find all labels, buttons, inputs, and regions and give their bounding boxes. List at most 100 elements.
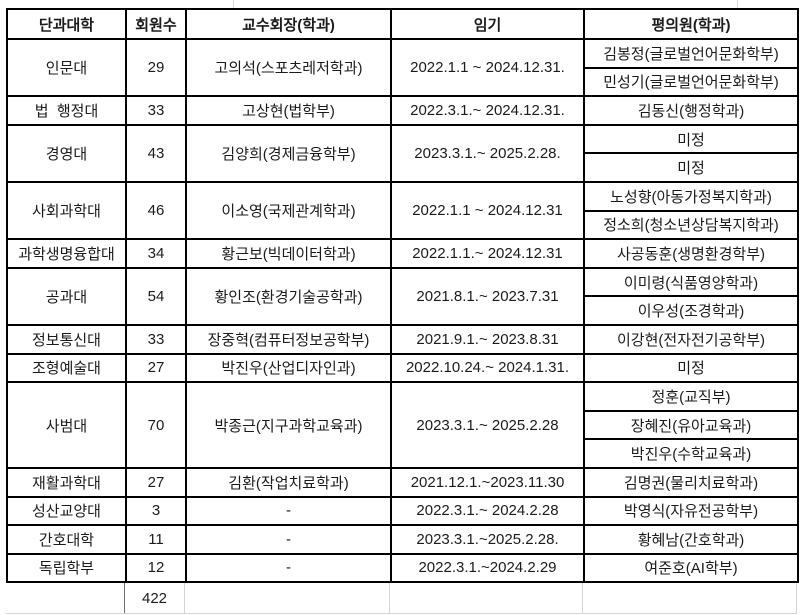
total-cell-council <box>583 583 797 614</box>
cell-members: 54 <box>125 266 187 326</box>
cell-chair: 이소영(국제관계학과) <box>185 180 392 241</box>
total-row: 422 <box>6 583 797 615</box>
cell-chair: - <box>185 524 392 555</box>
cell-members: 27 <box>125 466 187 498</box>
col-header-council: 평의원(학과) <box>583 8 799 40</box>
faculty-council-table: 단과대학 회원수 교수회장(학과) 임기 평의원(학과) 인문대 29 고의석(… <box>6 8 799 584</box>
cell-members: 70 <box>125 381 187 469</box>
table-row: 법 행정대 33 고상현(법학부) 2022.3.1.~ 2024.12.31.… <box>6 95 799 126</box>
table-row: 조형예술대 27 박진우(산업디자인과) 2022.10.24.~ 2024.1… <box>6 352 799 384</box>
cell-members: 33 <box>125 95 187 126</box>
cell-chair: 박종근(지구과학교육과) <box>185 381 392 469</box>
cell-college: 법 행정대 <box>6 95 127 126</box>
cell-council: 사공동훈(생명환경학부) <box>583 238 799 269</box>
cell-term: 2022.1.1.~ 2024.12.31 <box>390 238 585 269</box>
cell-chair: 황근보(빅데이터학과) <box>185 238 392 269</box>
cell-college: 경영대 <box>6 123 127 183</box>
cell-chair: 장중혁(컴퓨터정보공학부) <box>185 323 392 355</box>
cell-members: 43 <box>125 123 187 183</box>
cell-college: 재활과학대 <box>6 466 127 498</box>
table-row: 경영대 43 김양희(경제금융학부) 2023.3.1.~ 2025.2.28.… <box>6 123 799 183</box>
cell-chair: 고의석(스포츠레저학과) <box>185 37 392 98</box>
cell-chair: 김양희(경제금융학부) <box>185 123 392 183</box>
cell-college: 공과대 <box>6 266 127 326</box>
cell-members: 27 <box>125 352 187 384</box>
cell-council: 이강현(전자전기공학부) <box>583 323 799 355</box>
cell-chair: - <box>185 495 392 527</box>
header-row: 단과대학 회원수 교수회장(학과) 임기 평의원(학과) <box>6 8 799 40</box>
cell-council: 김봉정(글로벌언어문화학부) <box>583 38 799 69</box>
sheet-gridline-stub <box>233 0 234 8</box>
cell-members: 3 <box>125 495 187 527</box>
table-row: 사범대 70 박종근(지구과학교육과) 2023.3.1.~ 2025.2.28… <box>6 381 799 469</box>
faculty-council-table-container: 단과대학 회원수 교수회장(학과) 임기 평의원(학과) 인문대 29 고의석(… <box>6 8 799 615</box>
table-row: 과학생명융합대 34 황근보(빅데이터학과) 2022.1.1.~ 2024.1… <box>6 238 799 269</box>
cell-term: 2023.3.1.~ 2025.2.28 <box>390 381 585 469</box>
table-row: 정소희(청소년상담복지학과) <box>7 209 799 241</box>
cell-members: 12 <box>125 552 187 584</box>
cell-term: 2021.9.1.~ 2023.8.31 <box>390 323 585 355</box>
cell-council: 황혜남(간호학과) <box>583 524 799 555</box>
cell-term: 2022.3.1.~ 2024.12.31. <box>390 95 585 126</box>
cell-chair: 황인조(환경기술공학과) <box>185 266 392 326</box>
cell-chair: 고상현(법학부) <box>185 95 392 126</box>
table-row: 독립학부 12 - 2022.3.1.~2024.2.29 여준호(AI학부) <box>6 552 799 584</box>
cell-college: 간호대학 <box>6 524 127 555</box>
cell-chair: 김환(작업치료학과) <box>185 466 392 498</box>
cell-term: 2023.3.1.~ 2025.2.28. <box>390 123 585 183</box>
cell-council: 장혜진(유아교육과) <box>583 409 799 441</box>
cell-council: 김동신(행정학과) <box>583 95 799 126</box>
cell-council: 김명권(물리치료학과) <box>583 466 799 498</box>
cell-council: 정훈(교직부) <box>583 381 799 412</box>
cell-term: 2022.1.1 ~ 2024.12.31. <box>390 37 585 98</box>
table-row: 민성기(글로벌언어문화학부) <box>7 66 799 98</box>
cell-college: 과학생명융합대 <box>6 238 127 269</box>
table-row: 박진우(수학교육과) <box>7 438 799 469</box>
cell-council: 여준호(AI학부) <box>583 552 799 584</box>
cell-members: 46 <box>125 180 187 241</box>
cell-council: 박진우(수학교육과) <box>583 438 799 469</box>
col-header-college: 단과대학 <box>6 8 127 40</box>
table-header: 단과대학 회원수 교수회장(학과) 임기 평의원(학과) <box>6 8 799 40</box>
cell-council: 노성향(아동가정복지학과) <box>583 180 799 212</box>
table-row: 사회과학대 46 이소영(국제관계학과) 2022.1.1 ~ 2024.12.… <box>6 180 799 241</box>
cell-term: 2022.3.1.~2024.2.29 <box>390 552 585 584</box>
table-row: 미정 <box>7 152 799 183</box>
col-header-chair: 교수회장(학과) <box>185 8 392 40</box>
cell-council: 미정 <box>583 352 799 384</box>
total-cell-term <box>390 583 583 614</box>
table-row: 장혜진(유아교육과) <box>7 409 799 441</box>
cell-term: 2021.8.1.~ 2023.7.31 <box>390 266 585 326</box>
cell-term: 2023.3.1.~2025.2.28. <box>390 524 585 555</box>
table-row: 재활과학대 27 김환(작업치료학과) 2021.12.1.~2023.11.3… <box>6 466 799 498</box>
cell-council: 미정 <box>583 123 799 155</box>
cell-members: 33 <box>125 323 187 355</box>
cell-term: 2022.3.1.~ 2024.2.28 <box>390 495 585 527</box>
cell-council: 민성기(글로벌언어문화학부) <box>583 66 799 98</box>
cell-members: 29 <box>125 37 187 98</box>
table-row: 간호대학 11 - 2023.3.1.~2025.2.28. 황혜남(간호학과) <box>6 524 799 555</box>
cell-council: 박영식(자유전공학부) <box>583 495 799 527</box>
cell-council: 이우성(조경학과) <box>583 295 799 326</box>
cell-college: 인문대 <box>6 37 127 98</box>
cell-college: 조형예술대 <box>6 352 127 384</box>
cell-college: 독립학부 <box>6 552 127 584</box>
cell-council: 미정 <box>583 152 799 183</box>
cell-council: 이미령(식품영양학과) <box>583 266 799 298</box>
total-cell-college <box>6 583 125 614</box>
cell-college: 사회과학대 <box>6 180 127 241</box>
table-row: 이우성(조경학과) <box>7 295 799 326</box>
cell-term: 2022.10.24.~ 2024.1.31. <box>390 352 585 384</box>
cell-chair: 박진우(산업디자인과) <box>185 352 392 384</box>
cell-term: 2021.12.1.~2023.11.30 <box>390 466 585 498</box>
cell-chair: - <box>185 552 392 584</box>
cell-members: 34 <box>125 238 187 269</box>
table-row: 성산교양대 3 - 2022.3.1.~ 2024.2.28 박영식(자유전공학… <box>6 495 799 527</box>
col-header-term: 임기 <box>390 8 585 40</box>
cell-members: 11 <box>125 524 187 555</box>
table-row: 인문대 29 고의석(스포츠레저학과) 2022.1.1 ~ 2024.12.3… <box>6 37 799 98</box>
cell-college: 정보통신대 <box>6 323 127 355</box>
cell-term: 2022.1.1 ~ 2024.12.31 <box>390 180 585 241</box>
total-members-value: 422 <box>125 583 185 614</box>
